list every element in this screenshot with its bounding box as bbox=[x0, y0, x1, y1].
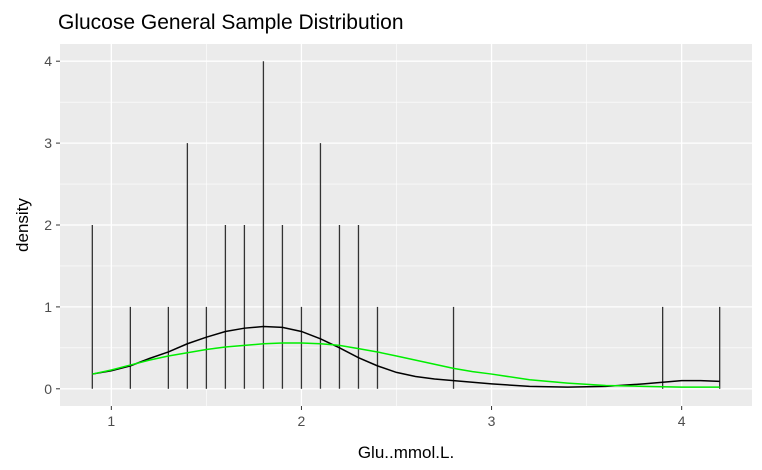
y-tick-label: 2 bbox=[44, 217, 52, 233]
density-curves bbox=[92, 325, 720, 388]
x-tick-label: 4 bbox=[678, 413, 686, 429]
y-tick-label: 0 bbox=[44, 381, 52, 397]
y-axis: 0 1 2 3 4 bbox=[44, 53, 60, 397]
grid-major bbox=[60, 44, 752, 406]
x-tick-label: 2 bbox=[298, 413, 306, 429]
histogram-bars bbox=[91, 61, 721, 389]
x-tick-label: 3 bbox=[488, 413, 496, 429]
y-tick-label: 3 bbox=[44, 135, 52, 151]
x-axis: 1 2 3 4 bbox=[107, 406, 686, 429]
y-axis-title: density bbox=[13, 198, 32, 252]
x-tick-label: 1 bbox=[107, 413, 115, 429]
y-tick-label: 4 bbox=[44, 53, 52, 69]
chart-title: Glucose General Sample Distribution bbox=[58, 11, 404, 34]
x-axis-title: Glu..mmol.L. bbox=[358, 443, 454, 462]
density-curve-2 bbox=[92, 342, 720, 388]
y-tick-label: 1 bbox=[44, 299, 52, 315]
